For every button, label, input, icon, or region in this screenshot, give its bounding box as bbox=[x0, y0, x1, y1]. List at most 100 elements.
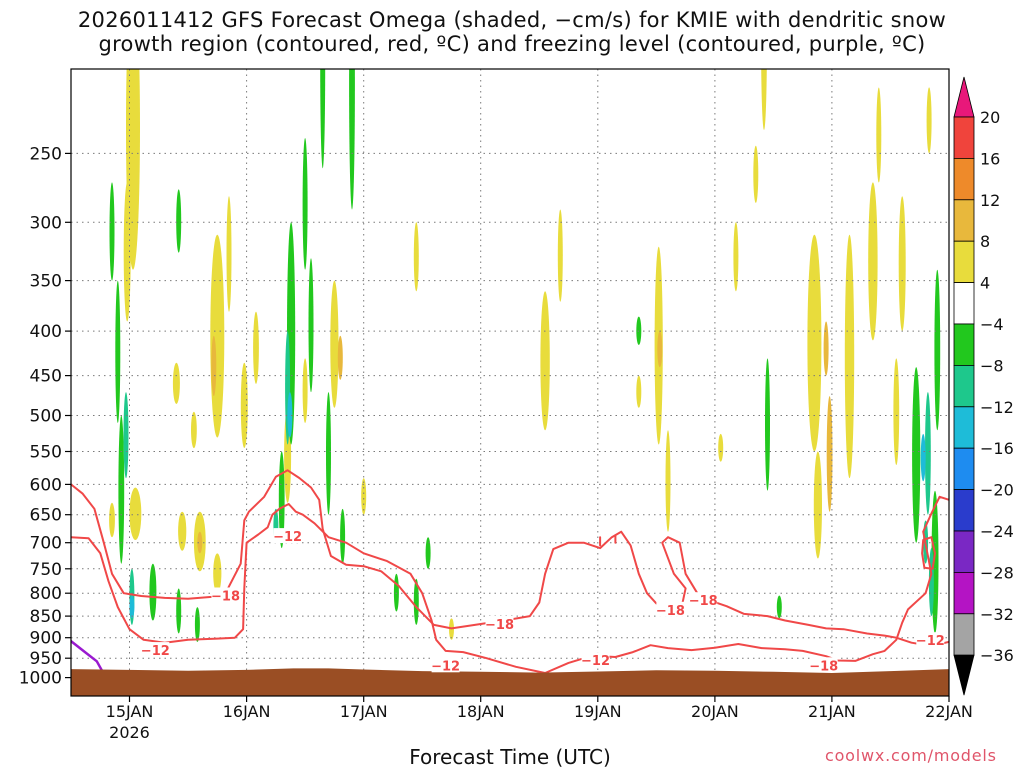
x-tick-label: 19JAN bbox=[574, 702, 622, 721]
credit-link[interactable]: coolwx.com/models bbox=[825, 746, 997, 765]
contour-label-bg bbox=[809, 657, 838, 673]
y-tick-label: 300 bbox=[30, 213, 62, 233]
omega-blob bbox=[393, 573, 399, 612]
axes-layer: 2503003504004505005506006507007508008509… bbox=[19, 144, 973, 742]
omega-blob bbox=[337, 335, 343, 380]
omega-blob bbox=[278, 451, 285, 549]
contour-label-bg bbox=[273, 528, 302, 544]
contour-label-bg bbox=[656, 601, 685, 617]
omega-blob bbox=[926, 87, 932, 154]
colorbar-box bbox=[953, 489, 975, 532]
contour-label: −18 bbox=[656, 604, 685, 619]
omega-blob bbox=[109, 502, 115, 538]
colorbar-arrow-top bbox=[953, 76, 975, 118]
omega-blob bbox=[213, 553, 222, 594]
y-tick-label: 700 bbox=[30, 534, 62, 554]
x-tick-label: 15JAN bbox=[106, 702, 154, 721]
omega-blob bbox=[178, 511, 187, 551]
colorbar-label: −24 bbox=[980, 522, 1014, 541]
omega-blob bbox=[118, 415, 125, 564]
omega-blob bbox=[844, 234, 855, 479]
dgz-contour-minus12 bbox=[71, 495, 949, 674]
y-tick-label: 650 bbox=[30, 506, 62, 526]
y-tick-label: 250 bbox=[30, 144, 62, 164]
dgz-contour-loop bbox=[921, 536, 936, 570]
y-tick-label: 950 bbox=[30, 649, 62, 669]
y-tick-label: 800 bbox=[30, 584, 62, 604]
chart-title: 2026011412 GFS Forecast Omega (shaded, −… bbox=[0, 8, 1024, 56]
omega-blob bbox=[912, 367, 921, 543]
colorbar-label: −36 bbox=[980, 646, 1014, 665]
colorbar-box bbox=[953, 323, 975, 366]
omega-blob bbox=[349, 69, 355, 210]
dgz-contour-minus18 bbox=[71, 469, 949, 647]
contour-label-bg bbox=[485, 616, 514, 631]
contour-label: −18 bbox=[809, 659, 838, 674]
x-tick-label: 22JAN bbox=[925, 702, 973, 721]
omega-blob bbox=[302, 358, 308, 424]
colorbar-box bbox=[953, 240, 975, 283]
x-axis-label: Forecast Time (UTC) bbox=[409, 745, 611, 769]
y-tick-label: 600 bbox=[30, 475, 62, 495]
colorbar: 20 16 12 8 4 −4 −8 −12 −16 −20 −24 −28 −32 −36 bbox=[953, 76, 1014, 696]
omega-blob bbox=[176, 588, 182, 634]
omega-blob bbox=[665, 430, 671, 532]
omega-blob bbox=[733, 222, 739, 292]
omega-blob bbox=[893, 358, 900, 466]
contour-label-bg bbox=[916, 632, 945, 648]
contour-label: −12 bbox=[141, 644, 170, 659]
y-tick-label: 350 bbox=[30, 272, 62, 292]
omega-blob bbox=[776, 595, 782, 619]
omega-blob bbox=[129, 595, 135, 619]
omega-blob bbox=[636, 375, 642, 408]
colorbar-box bbox=[953, 116, 975, 159]
colorbar-box bbox=[953, 406, 975, 449]
omega-blob bbox=[176, 189, 182, 253]
x-tick-label: 20JAN bbox=[691, 702, 739, 721]
colorbar-label: −32 bbox=[980, 605, 1014, 624]
x-tick-label: 17JAN bbox=[340, 702, 388, 721]
omega-blob bbox=[807, 234, 822, 452]
contour-label-layer: −18 −12 −12 −18 −12 −12 −18 −18 −18 −12 bbox=[141, 528, 945, 674]
omega-blob bbox=[211, 335, 217, 396]
y-tick-label: 400 bbox=[30, 322, 62, 342]
omega-blob bbox=[172, 362, 180, 404]
omega-blob bbox=[340, 508, 346, 564]
terrain-layer bbox=[71, 668, 949, 696]
contour-label: −18 bbox=[689, 594, 718, 609]
omega-blob bbox=[413, 578, 419, 625]
omega-blob bbox=[557, 209, 563, 302]
x-tick-label: 21JAN bbox=[808, 702, 856, 721]
terrain-surface bbox=[71, 668, 949, 696]
omega-blob bbox=[149, 563, 157, 621]
omega-blob bbox=[287, 392, 293, 438]
omega-blob bbox=[718, 433, 724, 462]
omega-blob bbox=[302, 138, 308, 270]
colorbar-label: −28 bbox=[980, 563, 1014, 582]
colorbar-label: −16 bbox=[980, 439, 1014, 458]
chart-title-line1: 2026011412 GFS Forecast Omega (shaded, −… bbox=[77, 8, 947, 32]
omega-blob bbox=[240, 362, 248, 448]
contour-label-bg bbox=[141, 642, 170, 658]
omega-blob bbox=[868, 182, 878, 341]
colorbar-label: 20 bbox=[980, 108, 1000, 127]
colorbar-box bbox=[953, 447, 975, 491]
omega-blob bbox=[109, 182, 115, 281]
omega-blob bbox=[813, 451, 823, 559]
colorbar-label: 16 bbox=[980, 149, 1000, 168]
contour-label-bg bbox=[431, 657, 460, 673]
y-tick-label: 550 bbox=[30, 443, 62, 463]
colorbar-label: 8 bbox=[980, 232, 990, 251]
colorbar-box bbox=[953, 530, 975, 573]
omega-blob bbox=[657, 331, 663, 368]
contour-label: −12 bbox=[916, 634, 945, 649]
omega-blob bbox=[413, 222, 419, 292]
x-tick-label: 16JAN bbox=[223, 702, 271, 721]
colorbar-label: −20 bbox=[980, 481, 1014, 500]
omega-blob bbox=[361, 478, 367, 515]
colorbar-label: 4 bbox=[980, 274, 990, 293]
contour-label-bg bbox=[581, 652, 610, 668]
omega-blob bbox=[898, 196, 906, 332]
omega-blob bbox=[330, 280, 339, 408]
